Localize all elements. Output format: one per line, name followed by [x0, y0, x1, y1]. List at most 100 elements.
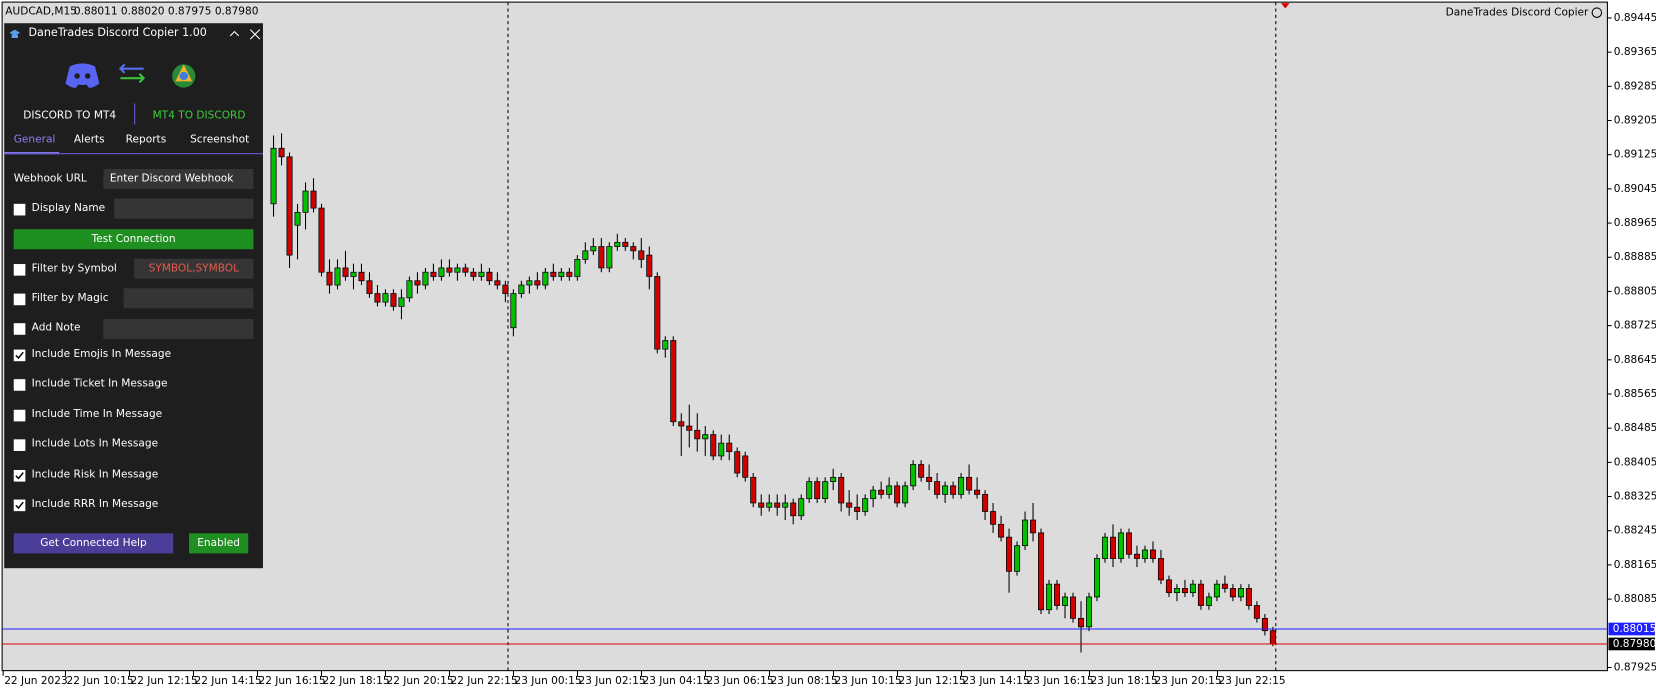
y-tick-label: 0.88245 [1614, 525, 1656, 537]
checkbox[interactable] [13, 203, 26, 216]
checkbox[interactable] [13, 409, 26, 422]
x-tick-label: 23 Jun 16:15 [1027, 675, 1094, 687]
checkbox[interactable] [13, 499, 26, 512]
candle-body [478, 271, 485, 277]
candle-body [622, 241, 629, 247]
candle-body [630, 246, 637, 252]
x-tick-label: 23 Jun 02:15 [579, 675, 646, 687]
button[interactable]: Enabled [189, 533, 249, 554]
candle-body [1261, 617, 1268, 632]
window-controls[interactable] [228, 27, 264, 40]
candle-body [806, 481, 813, 500]
mode-tab[interactable]: MT4 TO DISCORD [152, 109, 246, 122]
candle-body [1062, 596, 1069, 606]
x-tick-label: 22 Jun 12:15 [131, 675, 198, 687]
tab[interactable]: General [13, 134, 56, 146]
candle-body [902, 485, 909, 504]
candle-body [702, 434, 709, 440]
button[interactable]: Test Connection [13, 229, 254, 250]
candle-body [350, 271, 357, 277]
candle-body [278, 147, 285, 158]
text-input[interactable]: Enter Discord Webhook [103, 168, 254, 190]
option-label: Include Time In Message [31, 408, 163, 421]
candle-body [1054, 583, 1061, 606]
x-tick-label: 22 Jun 22:15 [451, 675, 518, 687]
checkbox[interactable] [13, 323, 26, 335]
candle-body [934, 481, 941, 495]
candle-body [398, 297, 405, 307]
candle-body [462, 267, 469, 273]
candle-body [1205, 596, 1212, 606]
text-input[interactable] [114, 198, 254, 219]
candle-body [942, 485, 949, 495]
check-mark [15, 501, 24, 510]
candle-body [862, 498, 869, 512]
candle-body [662, 340, 669, 350]
candle-body [1269, 630, 1276, 645]
x-tick-label: 23 Jun 06:15 [707, 675, 774, 687]
candle-body [678, 421, 685, 427]
tab[interactable]: Reports [125, 134, 167, 146]
plot-area [1, 1, 1608, 672]
tab-underline [4, 153, 263, 155]
candle-body [1046, 583, 1053, 611]
x-tick-label: 23 Jun 00:15 [515, 675, 582, 687]
candle-body [526, 280, 533, 286]
candle-body [982, 494, 989, 512]
candle-body [886, 485, 893, 495]
field-label: Webhook URL [13, 173, 87, 185]
copier-panel: DaneTrades Discord Copier 1.00 DISCORD T… [4, 23, 264, 569]
text-input[interactable] [123, 288, 254, 309]
candle-body [470, 271, 477, 277]
candle-body [846, 502, 853, 508]
candle-body [1014, 545, 1021, 572]
text-input[interactable]: SYMBOL,SYMBOL [134, 258, 254, 279]
indicator-name: DaneTrades Discord Copier [1446, 7, 1589, 19]
y-tick-label: 0.88645 [1614, 354, 1656, 366]
candle-body [990, 511, 997, 525]
candle-body [974, 489, 981, 495]
candle-body [750, 476, 757, 504]
y-tick-label: 0.88085 [1614, 593, 1656, 605]
button[interactable]: Get Connected Help [13, 533, 174, 554]
candle-body [998, 523, 1005, 538]
checkbox[interactable] [13, 439, 26, 452]
checkbox[interactable] [13, 264, 26, 276]
candle-body [798, 498, 805, 517]
x-tick-label: 22 Jun 18:15 [323, 675, 390, 687]
candle-body [446, 267, 453, 273]
x-tick-label: 23 Jun 22:15 [1219, 675, 1286, 687]
candle-body [718, 442, 725, 457]
candle-body [302, 190, 309, 213]
y-tick-label: 0.88885 [1614, 251, 1656, 263]
checkbox[interactable] [13, 349, 26, 362]
y-tick-label: 0.88725 [1614, 320, 1656, 332]
candle-body [486, 271, 493, 282]
candle-body [614, 241, 621, 247]
candle-body [670, 340, 677, 423]
candle-body [358, 271, 365, 282]
panel-title: DaneTrades Discord Copier 1.00 [28, 26, 207, 40]
option-label: Include RRR In Message [31, 498, 159, 511]
checkbox[interactable] [13, 469, 26, 482]
checkbox[interactable] [13, 293, 26, 306]
candle-body [838, 476, 845, 504]
candle-body [1109, 536, 1117, 559]
candle-body [1181, 588, 1188, 594]
checkbox[interactable] [13, 379, 26, 392]
candle-body [438, 267, 445, 277]
x-tick-label: 23 Jun 08:15 [771, 675, 838, 687]
candle-body [1133, 553, 1140, 559]
text-input[interactable] [103, 318, 254, 340]
candle-body [406, 280, 413, 299]
x-tick-label: 23 Jun 14:15 [963, 675, 1030, 687]
separator [134, 103, 136, 125]
tab[interactable]: Alerts [73, 134, 105, 146]
mode-tab[interactable]: DISCORD TO MT4 [23, 109, 117, 122]
candle-body [774, 502, 781, 508]
candle-body [1006, 536, 1013, 572]
tab[interactable]: Screenshot [190, 134, 250, 146]
candle-body [1093, 558, 1101, 598]
candle-body [1245, 588, 1252, 606]
